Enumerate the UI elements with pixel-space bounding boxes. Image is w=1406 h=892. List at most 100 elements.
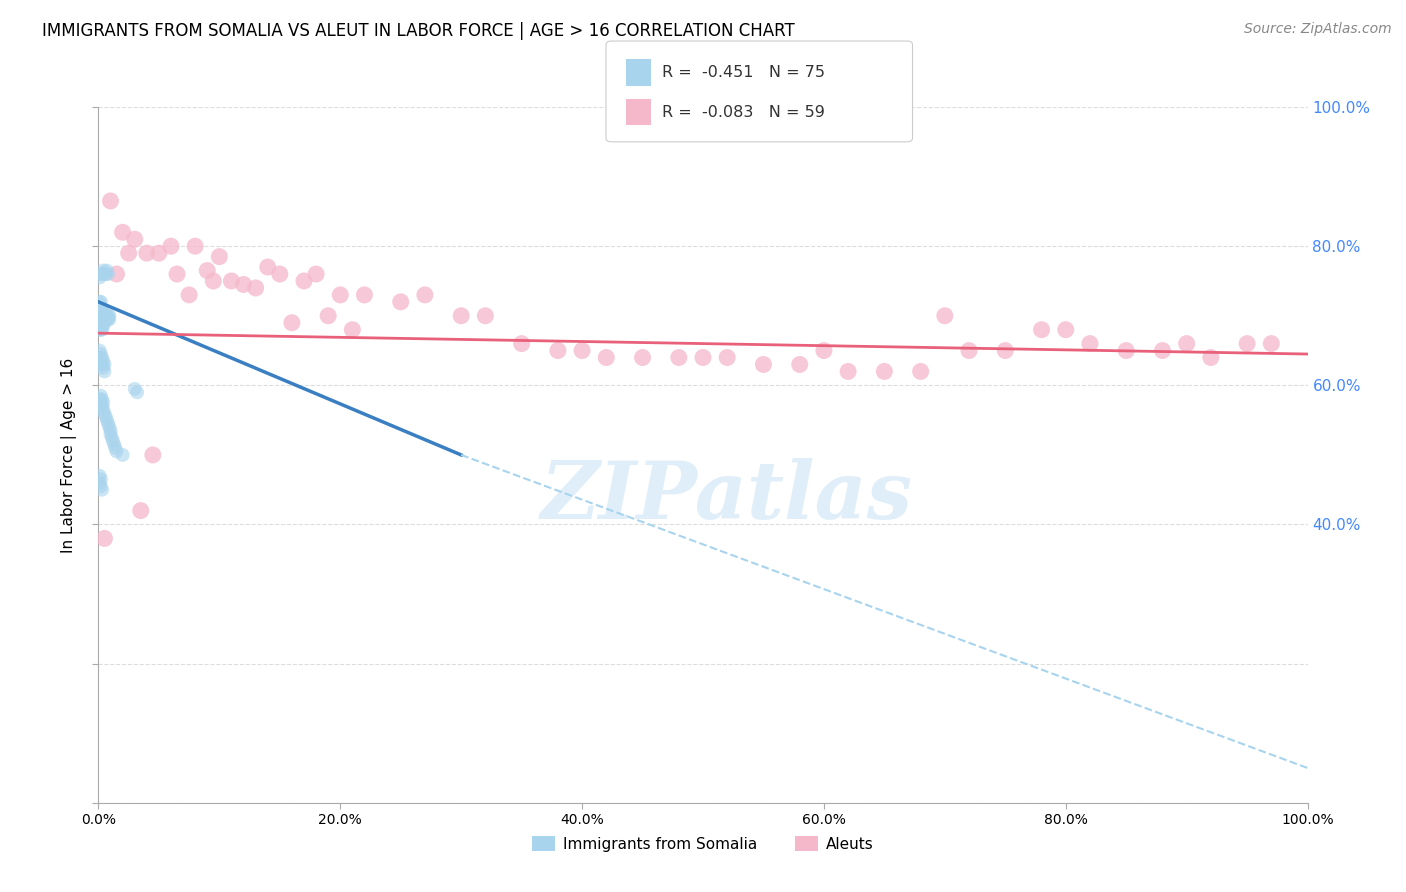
Point [179,288,201,302]
Point [208,250,231,264]
Point [90,312,112,326]
Point [342,323,364,337]
Point [135,246,157,260]
Point [1152,343,1174,358]
Point [91,267,114,281]
Point [305,267,328,281]
Point [89,343,111,358]
Point [103,437,125,451]
Point [90,309,112,323]
Point [91,351,114,365]
Point [716,351,738,365]
Legend: Immigrants from Somalia, Aleuts: Immigrants from Somalia, Aleuts [526,830,880,858]
Point [316,309,339,323]
Point [91,309,114,323]
Point [89,351,111,365]
Point [105,444,128,458]
Point [90,301,112,316]
Point [1175,336,1198,351]
Point [94,409,117,424]
Point [100,194,122,208]
Text: Source: ZipAtlas.com: Source: ZipAtlas.com [1244,22,1392,37]
Point [111,225,134,239]
Text: ZIPatlas: ZIPatlas [541,458,914,535]
Point [96,413,118,427]
Point [148,246,170,260]
Point [97,267,120,281]
Point [934,309,956,323]
Point [89,270,111,285]
Point [118,246,141,260]
Point [96,263,118,277]
Point [571,343,593,358]
Point [93,309,115,323]
Point [97,417,120,431]
Point [129,503,152,517]
Point [90,472,112,486]
Point [269,267,291,281]
Point [91,312,114,326]
Point [91,354,114,368]
Point [93,364,115,378]
Point [91,360,114,375]
Point [96,312,118,326]
Point [93,358,115,372]
Point [957,343,980,358]
Point [90,354,112,368]
Point [1078,336,1101,351]
Point [104,441,127,455]
Point [292,274,315,288]
Point [353,288,375,302]
Point [510,336,533,351]
Point [91,305,114,319]
Point [90,323,112,337]
Point [89,392,111,407]
Point [474,309,496,323]
Point [91,301,114,316]
Point [90,316,112,330]
Point [96,309,118,323]
Point [91,402,114,417]
Point [93,312,115,326]
Point [90,389,112,403]
Point [631,351,654,365]
Point [1054,323,1077,337]
Point [281,316,304,330]
Point [89,323,111,337]
Point [127,385,149,400]
Point [184,239,207,253]
Point [97,312,120,326]
Point [413,288,436,302]
Text: R =  -0.451   N = 75: R = -0.451 N = 75 [662,65,825,80]
Point [91,323,114,337]
Point [101,434,124,448]
Point [166,267,188,281]
Point [195,263,218,277]
Point [90,396,112,410]
Point [910,364,932,378]
Point [111,448,134,462]
Point [89,475,111,490]
Point [124,232,146,246]
Point [232,277,254,292]
Point [90,267,112,281]
Point [547,343,569,358]
Point [98,420,121,434]
Point [245,281,267,295]
Point [142,448,165,462]
Point [105,267,128,281]
Point [1260,336,1282,351]
Point [837,364,859,378]
Point [91,396,114,410]
Point [100,424,122,438]
Point [668,351,690,365]
Point [813,343,835,358]
Point [89,309,111,323]
Point [91,483,114,497]
Point [90,479,112,493]
Point [93,532,115,546]
Point [98,309,121,323]
Point [1031,323,1053,337]
Point [93,316,115,330]
Point [91,358,114,372]
